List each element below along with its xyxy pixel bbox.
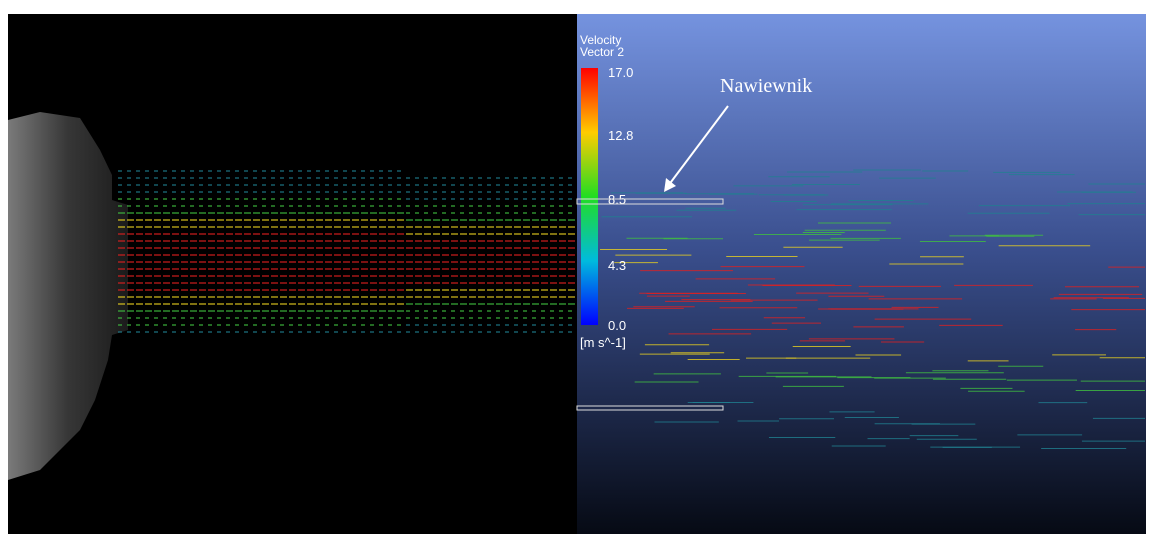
page: Velocity Vector 2 17.0 12.8 8.5 4.3 0.0 …	[0, 0, 1153, 534]
legend-tick: 0.0	[608, 318, 626, 333]
figure: Velocity Vector 2 17.0 12.8 8.5 4.3 0.0 …	[0, 0, 1153, 534]
cfd-panel	[577, 14, 1146, 534]
legend-unit: [m s^-1]	[580, 335, 626, 350]
legend-tick: 17.0	[608, 65, 633, 80]
legend-tick: 4.3	[608, 258, 626, 273]
legend-tick: 12.8	[608, 128, 633, 143]
color-bar	[581, 68, 598, 325]
annotation: Nawiewnik	[720, 75, 812, 97]
legend-subtitle: Vector 2	[580, 45, 624, 59]
